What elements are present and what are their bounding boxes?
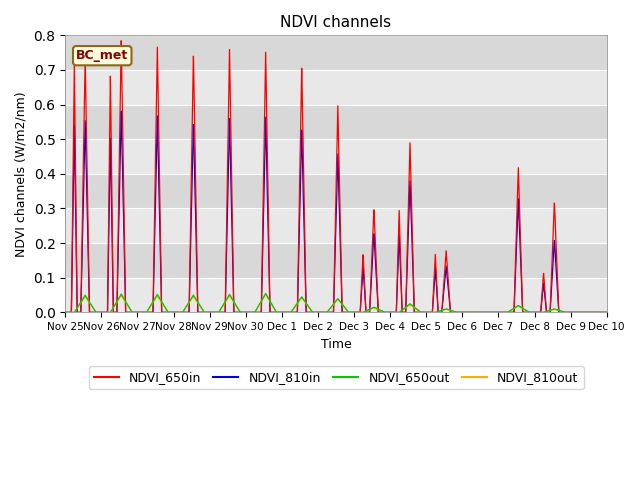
NDVI_810out — [559, 309, 567, 315]
Line: NDVI_810in: NDVI_810in — [65, 111, 607, 312]
NDVI_810out — [319, 310, 326, 315]
NDVI_650out — [319, 310, 326, 315]
NDVI_810in — [586, 310, 594, 315]
NDVI_810out — [262, 291, 269, 297]
NDVI_650out — [455, 310, 463, 315]
X-axis label: Time: Time — [321, 337, 351, 351]
NDVI_650out — [603, 310, 611, 315]
NDVI_650in — [289, 310, 297, 315]
NDVI_650out — [586, 310, 594, 315]
Bar — [65, 36, 607, 70]
Legend: NDVI_650in, NDVI_810in, NDVI_650out, NDVI_810out: NDVI_650in, NDVI_810in, NDVI_650out, NDV… — [88, 366, 584, 389]
NDVI_650out — [262, 290, 269, 296]
Title: NDVI channels: NDVI channels — [280, 15, 392, 30]
NDVI_810in — [455, 310, 463, 315]
NDVI_650in — [293, 310, 301, 315]
NDVI_810in — [289, 310, 297, 315]
NDVI_650out — [293, 300, 301, 306]
NDVI_810in — [293, 310, 301, 315]
NDVI_810in — [559, 310, 567, 315]
Text: BC_met: BC_met — [76, 49, 129, 62]
NDVI_650in — [603, 310, 611, 315]
Y-axis label: NDVI channels (W/m2/nm): NDVI channels (W/m2/nm) — [15, 91, 28, 257]
NDVI_810out — [603, 310, 611, 315]
Bar — [65, 208, 607, 243]
NDVI_650in — [319, 310, 326, 315]
Line: NDVI_810out: NDVI_810out — [65, 294, 607, 312]
NDVI_810in — [319, 310, 326, 315]
NDVI_650out — [289, 307, 297, 312]
Bar — [65, 70, 607, 105]
NDVI_650in — [586, 310, 594, 315]
NDVI_810in — [117, 108, 125, 114]
NDVI_650out — [559, 309, 567, 314]
NDVI_650in — [117, 38, 125, 44]
Bar — [65, 139, 607, 174]
NDVI_810out — [61, 310, 69, 315]
Bar — [65, 243, 607, 278]
Bar — [65, 105, 607, 139]
NDVI_810in — [61, 310, 69, 315]
NDVI_810out — [293, 301, 301, 307]
NDVI_650in — [455, 310, 463, 315]
NDVI_810in — [603, 310, 611, 315]
NDVI_650out — [61, 310, 69, 315]
Bar — [65, 278, 607, 312]
Line: NDVI_650in: NDVI_650in — [65, 41, 607, 312]
NDVI_650in — [559, 310, 567, 315]
Line: NDVI_650out: NDVI_650out — [65, 293, 607, 312]
Bar — [65, 174, 607, 208]
NDVI_650in — [61, 310, 69, 315]
NDVI_810out — [586, 310, 594, 315]
NDVI_810out — [455, 310, 463, 315]
NDVI_810out — [289, 307, 297, 312]
